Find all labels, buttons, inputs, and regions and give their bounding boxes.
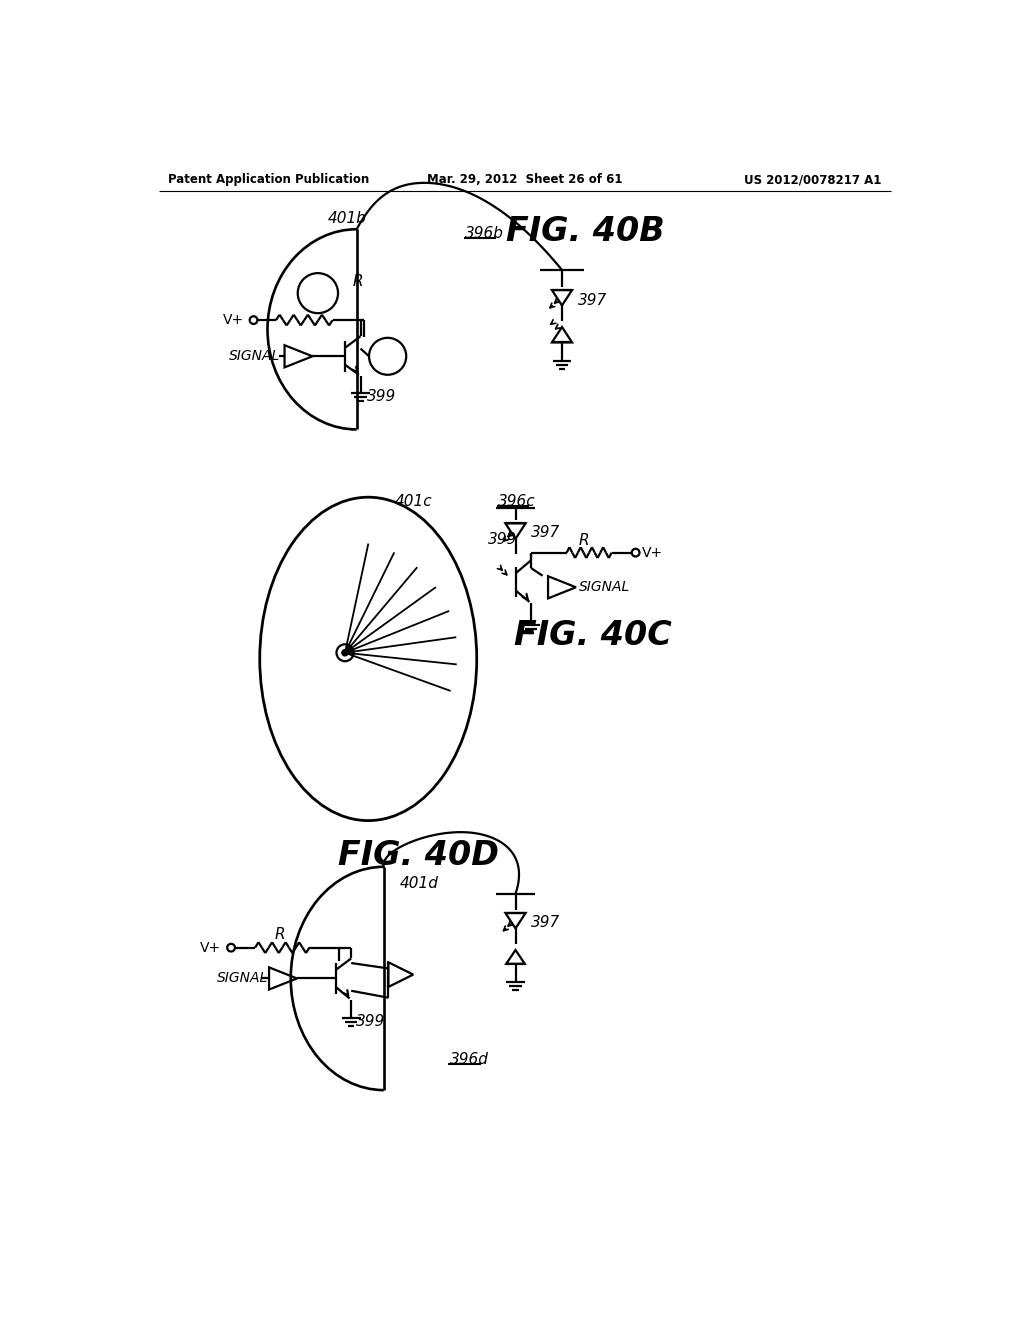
- Circle shape: [337, 644, 353, 661]
- Text: V+: V+: [642, 545, 663, 560]
- Text: 396d: 396d: [450, 1052, 488, 1067]
- Circle shape: [342, 649, 348, 656]
- Text: SIGNAL: SIGNAL: [579, 581, 631, 594]
- Text: FIG. 40B: FIG. 40B: [506, 215, 665, 248]
- Text: 399: 399: [356, 1014, 385, 1030]
- Text: 399: 399: [367, 389, 396, 404]
- Text: 396b: 396b: [465, 226, 504, 242]
- Text: 401c: 401c: [395, 494, 432, 508]
- Text: V+: V+: [223, 313, 245, 327]
- Text: 397: 397: [578, 293, 607, 309]
- Text: 401d: 401d: [399, 876, 438, 891]
- Text: Mar. 29, 2012  Sheet 26 of 61: Mar. 29, 2012 Sheet 26 of 61: [427, 173, 623, 186]
- Text: R: R: [579, 533, 589, 548]
- Text: SIGNAL: SIGNAL: [217, 972, 268, 986]
- Text: R: R: [274, 927, 286, 942]
- Text: FIG. 40C: FIG. 40C: [514, 619, 672, 652]
- Text: Patent Application Publication: Patent Application Publication: [168, 173, 370, 186]
- Text: 397: 397: [531, 915, 560, 929]
- Text: FIG. 40D: FIG. 40D: [338, 838, 499, 871]
- Text: R: R: [352, 275, 364, 289]
- Text: 397: 397: [531, 525, 560, 540]
- Text: 401b: 401b: [328, 211, 367, 226]
- Text: 396c: 396c: [499, 494, 537, 508]
- Text: SIGNAL: SIGNAL: [228, 350, 280, 363]
- Text: 399: 399: [488, 532, 517, 546]
- Text: US 2012/0078217 A1: US 2012/0078217 A1: [743, 173, 882, 186]
- Text: V+: V+: [200, 941, 221, 954]
